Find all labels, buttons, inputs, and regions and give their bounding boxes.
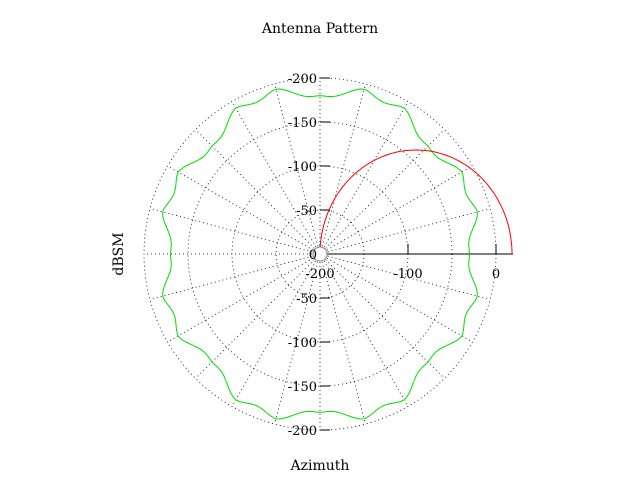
angular-grid-line — [274, 253, 321, 425]
angular-grid-line — [231, 253, 321, 407]
angular-grid-line — [195, 253, 321, 379]
tick-labels: -200 -150 -100 -50 0 -50 -100 -150 -200 -200 -100 0 — [288, 72, 500, 439]
red-arc-series — [319, 149, 513, 254]
radial-tick-label: -150 — [288, 380, 317, 395]
antenna-pattern-series — [162, 88, 478, 420]
horizontal-tick-label: -200 — [305, 267, 334, 282]
angular-grid-line — [195, 129, 321, 255]
origin-marker — [312, 246, 328, 262]
angular-grid-line — [319, 253, 409, 407]
radial-tick-label: -50 — [296, 292, 317, 307]
angular-grid-line — [319, 165, 473, 255]
radial-tick-label: 0 — [309, 248, 317, 263]
angular-grid-line — [319, 253, 366, 425]
x-axis-label: Azimuth — [290, 458, 350, 474]
radial-tick-label: -200 — [288, 72, 317, 87]
horizontal-tick-label: 0 — [492, 267, 500, 282]
angular-grid-line — [319, 208, 491, 255]
axes — [319, 77, 513, 431]
angular-grid-line — [167, 165, 321, 255]
angular-grid-line — [231, 101, 321, 255]
radial-tick-label: -150 — [288, 116, 317, 131]
chart-title: Antenna Pattern — [261, 21, 379, 37]
angular-grid-line — [319, 83, 366, 255]
angular-grid-line — [167, 253, 321, 343]
radial-tick-label: -200 — [288, 424, 317, 439]
angular-grid-line — [149, 208, 321, 255]
radial-tick-label: -50 — [296, 204, 317, 219]
angular-grid-line — [319, 253, 491, 300]
angular-grid-line — [319, 129, 445, 255]
radial-tick-label: -100 — [288, 160, 317, 175]
series — [162, 88, 513, 420]
angular-grid-line — [319, 253, 473, 343]
horizontal-tick-label: -100 — [393, 267, 422, 282]
radial-tick-label: -100 — [288, 336, 317, 351]
angular-grid-line — [319, 101, 409, 255]
angular-grid-line — [319, 253, 445, 379]
